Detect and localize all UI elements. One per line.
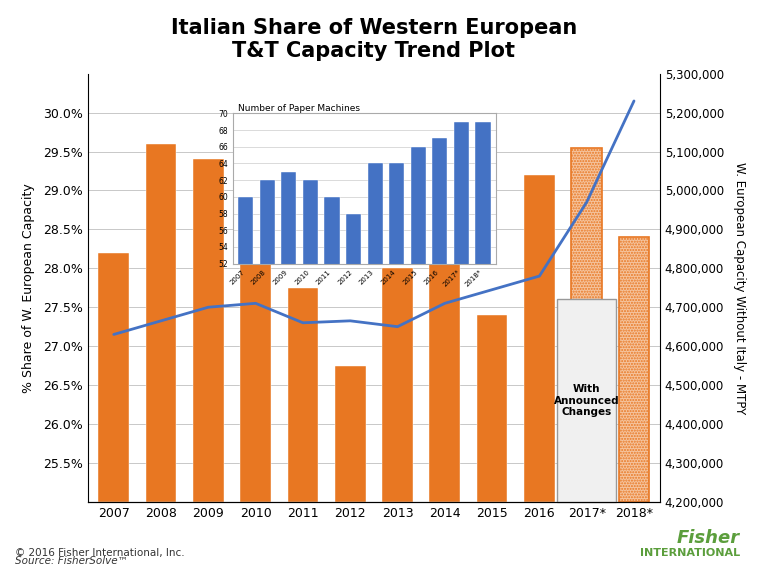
Bar bbox=[410, 147, 426, 567]
Bar bbox=[389, 163, 404, 567]
Bar bbox=[571, 147, 602, 502]
Bar bbox=[303, 180, 318, 567]
Text: © 2016 Fisher International, Inc.: © 2016 Fisher International, Inc. bbox=[15, 548, 185, 558]
Bar bbox=[238, 197, 253, 567]
Bar bbox=[288, 287, 318, 502]
Bar bbox=[346, 214, 361, 567]
Bar bbox=[240, 214, 271, 502]
Bar bbox=[430, 202, 460, 502]
Y-axis label: W. European Capacity Without Italy - MTPY: W. European Capacity Without Italy - MTP… bbox=[732, 162, 745, 414]
Title: Italian Share of Western European
T&T Capacity Trend Plot: Italian Share of Western European T&T Ca… bbox=[171, 18, 577, 61]
Bar bbox=[524, 175, 555, 502]
Bar bbox=[259, 180, 275, 567]
Text: Fisher: Fisher bbox=[677, 529, 740, 547]
Text: INTERNATIONAL: INTERNATIONAL bbox=[640, 548, 740, 558]
Bar bbox=[98, 253, 129, 502]
Y-axis label: % Share of W. European Capacity: % Share of W. European Capacity bbox=[21, 183, 34, 392]
Bar bbox=[193, 159, 224, 502]
Bar bbox=[619, 237, 649, 502]
Bar bbox=[146, 144, 176, 502]
Text: Number of Paper Machines: Number of Paper Machines bbox=[238, 104, 360, 113]
Bar bbox=[477, 315, 507, 502]
Bar bbox=[324, 197, 340, 567]
Text: With
Announced
Changes: With Announced Changes bbox=[554, 384, 620, 417]
Bar bbox=[368, 163, 383, 567]
Bar bbox=[282, 172, 296, 567]
Bar bbox=[382, 268, 413, 502]
FancyBboxPatch shape bbox=[557, 299, 616, 502]
Bar bbox=[335, 366, 365, 502]
Bar bbox=[454, 122, 469, 567]
Bar bbox=[433, 138, 447, 567]
Text: Source: FisherSolve™: Source: FisherSolve™ bbox=[15, 556, 128, 566]
Bar bbox=[475, 122, 491, 567]
